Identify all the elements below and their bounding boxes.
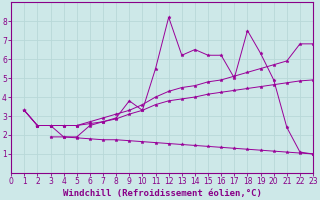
X-axis label: Windchill (Refroidissement éolien,°C): Windchill (Refroidissement éolien,°C) bbox=[63, 189, 261, 198]
